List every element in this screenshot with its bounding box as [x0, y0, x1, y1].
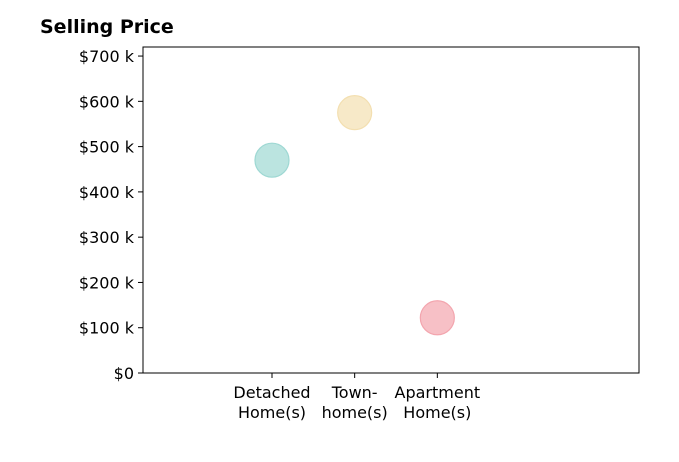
x-tick-label: Apartment Home(s)	[395, 383, 481, 422]
data-point	[254, 142, 290, 178]
y-tick-label: $100 k	[79, 319, 135, 338]
x-tick-label: Town-home(s)	[322, 383, 388, 422]
y-tick-label: $400 k	[79, 183, 135, 202]
y-tick-label: $0	[114, 364, 134, 383]
plot-frame	[142, 46, 640, 374]
y-tick-label: $700 k	[79, 47, 135, 66]
y-tick-label: $500 k	[79, 138, 135, 157]
y-tick-label: $600 k	[79, 92, 135, 111]
data-point	[337, 95, 373, 131]
data-point	[419, 300, 455, 336]
y-axis: $0 $100 k $200 k $300 k $400 k $500 k $600 k $7…	[79, 47, 143, 383]
x-axis: Detached Home(s) Town-home(s)Apartment Home…	[233, 373, 480, 422]
x-tick-label: Detached Home(s)	[233, 383, 310, 422]
y-tick-label: $200 k	[79, 273, 135, 292]
data-points	[254, 95, 455, 336]
chart-title: Selling Price	[40, 16, 174, 38]
y-tick-label: $300 k	[79, 228, 135, 247]
